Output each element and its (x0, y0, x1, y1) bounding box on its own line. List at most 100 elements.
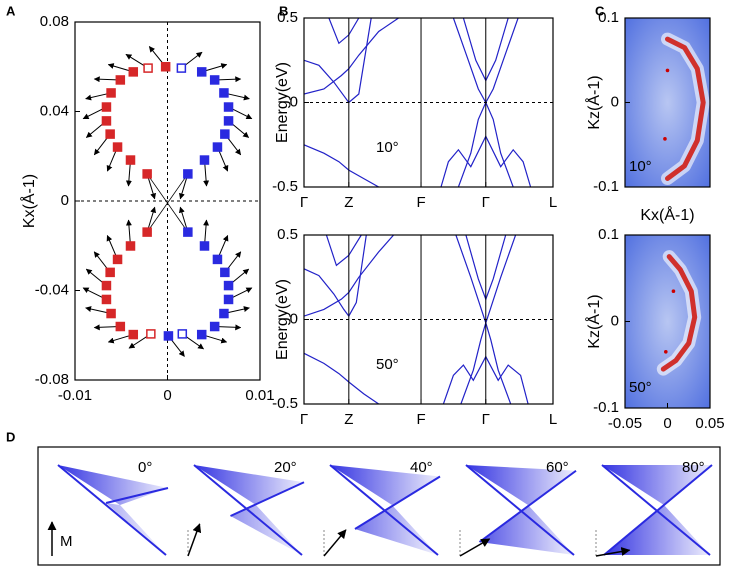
point (146, 329, 156, 339)
point (212, 142, 223, 152)
point (196, 67, 207, 77)
x-tick-label: Γ (300, 411, 308, 428)
x-tick-label: Γ (300, 194, 308, 211)
point (125, 241, 136, 251)
y-tick-label: -0.5 (272, 395, 298, 412)
x-tick-label: F (416, 411, 425, 428)
panel-label: A (6, 3, 16, 18)
cone-edge (193, 464, 303, 556)
point (183, 169, 193, 179)
x-tick-label: -0.05 (608, 415, 642, 432)
point (128, 67, 139, 77)
dot (665, 68, 670, 73)
fan (604, 505, 710, 555)
point (223, 280, 234, 291)
cone-edge (478, 469, 577, 543)
fan (602, 465, 712, 505)
point (143, 63, 153, 73)
cone-edge (230, 481, 305, 517)
cone-edge (354, 475, 441, 530)
y-tick-label: 0.1 (598, 9, 619, 26)
x-tick-label: F (416, 194, 425, 211)
y-tick-label: -0.1 (593, 399, 619, 416)
point (219, 88, 229, 98)
annotation: 10° (376, 139, 399, 156)
x-axis-label: Kx(Å-1) (640, 205, 694, 224)
point (142, 169, 152, 179)
point (112, 254, 123, 265)
fan (230, 505, 302, 555)
point (128, 329, 139, 340)
y-axis-label: Kz(Å-1) (584, 294, 603, 348)
point (115, 321, 126, 332)
panel-label: C (595, 3, 605, 18)
cone-edge (465, 464, 575, 556)
point (177, 329, 188, 339)
plot-frame (74, 21, 261, 381)
point (160, 62, 171, 72)
band (304, 144, 379, 187)
point (219, 308, 229, 319)
point (199, 155, 210, 165)
y-tick-label: 0 (611, 312, 619, 329)
y-axis-label: Energy(eV) (274, 279, 291, 360)
point (115, 75, 126, 85)
plot-frame (624, 17, 711, 188)
x-tick-label: -0.01 (58, 387, 92, 404)
plot-frame (624, 234, 711, 409)
point (142, 227, 152, 237)
point (101, 280, 112, 291)
x-tick-label: 0 (163, 387, 171, 404)
panel-d-frame (37, 446, 721, 566)
x-tick-label: 0.05 (695, 415, 724, 432)
fan (466, 465, 576, 505)
point (176, 63, 187, 73)
y-tick-label: -0.1 (593, 178, 619, 195)
annotation: 50° (376, 356, 399, 373)
point (209, 75, 220, 85)
point (101, 102, 112, 112)
plot-frame (303, 17, 554, 188)
point (199, 241, 210, 251)
y-tick-label: -0.04 (35, 281, 69, 298)
point (101, 116, 112, 126)
point (125, 155, 136, 165)
point (112, 142, 123, 152)
point (223, 116, 234, 126)
y-tick-label: 0 (290, 93, 298, 110)
angle-label: 80° (682, 459, 705, 476)
y-tick-label: 0.5 (277, 226, 298, 243)
point (163, 331, 174, 341)
x-tick-label: Γ (482, 194, 490, 211)
plot-frame (303, 234, 554, 405)
x-tick-label: 0.01 (245, 387, 274, 404)
cone-edge (603, 464, 713, 556)
point (101, 294, 112, 305)
point (196, 329, 207, 340)
arrow-label: M (60, 533, 73, 550)
point (183, 227, 193, 237)
y-tick-label: 0.08 (40, 13, 69, 30)
dot (671, 289, 676, 294)
cone-edge (57, 464, 167, 556)
cone-edge (601, 464, 711, 556)
magnet-arrow (595, 547, 631, 557)
point (223, 294, 234, 305)
angle-label: 20° (274, 459, 297, 476)
y-axis-label: Energy(eV) (274, 62, 291, 143)
cone-edge (105, 487, 169, 504)
band (304, 235, 367, 318)
band (328, 18, 360, 45)
point (106, 88, 116, 98)
magnet-arrow (187, 523, 202, 557)
ring (660, 254, 698, 372)
dot (663, 137, 667, 141)
x-tick-label: L (549, 194, 557, 211)
annotation: 10° (629, 158, 652, 175)
y-tick-label: 0.1 (598, 226, 619, 243)
band (325, 235, 362, 267)
fan (330, 465, 440, 505)
ring (665, 36, 706, 181)
point (212, 254, 223, 265)
